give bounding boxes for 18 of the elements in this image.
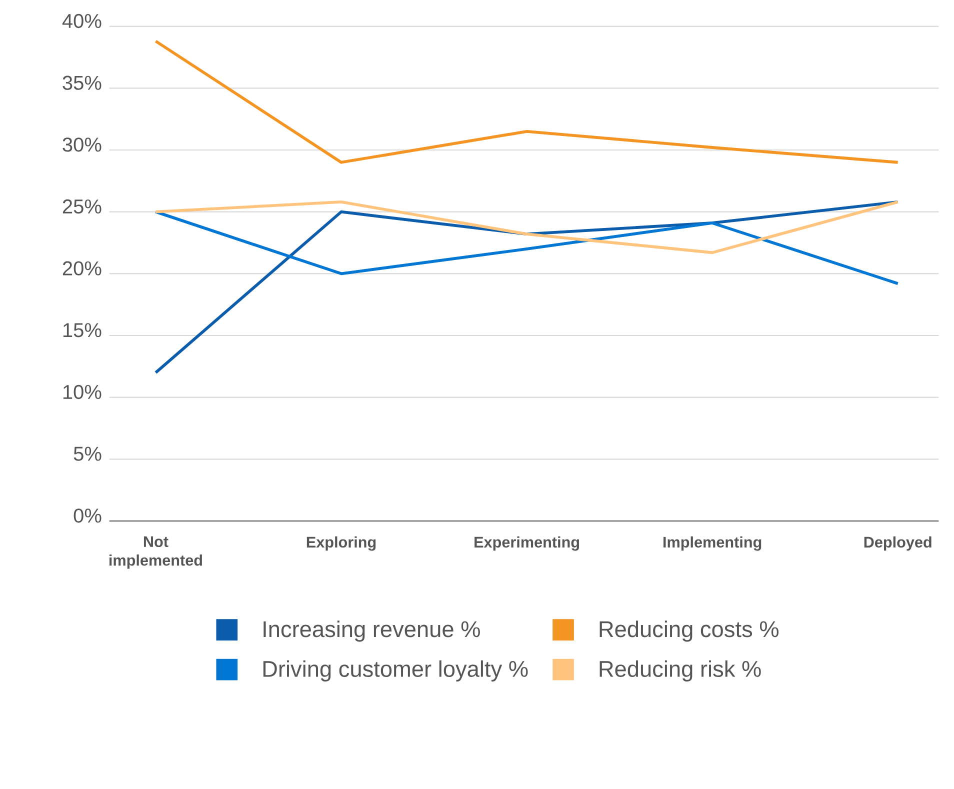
x-tick-label: Experimenting xyxy=(474,536,580,551)
y-tick-label: 30% xyxy=(62,138,102,152)
y-tick-label: 0% xyxy=(74,508,102,523)
y-tick-label: 20% xyxy=(62,261,102,276)
legend-label: Driving customer loyalty % xyxy=(263,660,528,682)
y-tick-label: 10% xyxy=(63,384,102,400)
legend-label: Reducing risk % xyxy=(600,660,761,682)
y-tick-label: 15% xyxy=(63,323,102,338)
x-tick-label: Exploring xyxy=(306,536,376,551)
y-tick-label: 5% xyxy=(74,446,102,461)
legend-label: Reducing costs % xyxy=(600,620,778,642)
x-tick-label: Implementing xyxy=(664,536,762,551)
y-tick-label: 35% xyxy=(62,76,102,90)
x-tick-label: Deployed xyxy=(864,536,932,551)
y-tick-label: 25% xyxy=(62,199,102,214)
legend-label: Increasing revenue % xyxy=(264,620,480,642)
x-tick-label: Not implemented xyxy=(110,536,202,569)
y-tick-label: 40% xyxy=(62,14,102,28)
